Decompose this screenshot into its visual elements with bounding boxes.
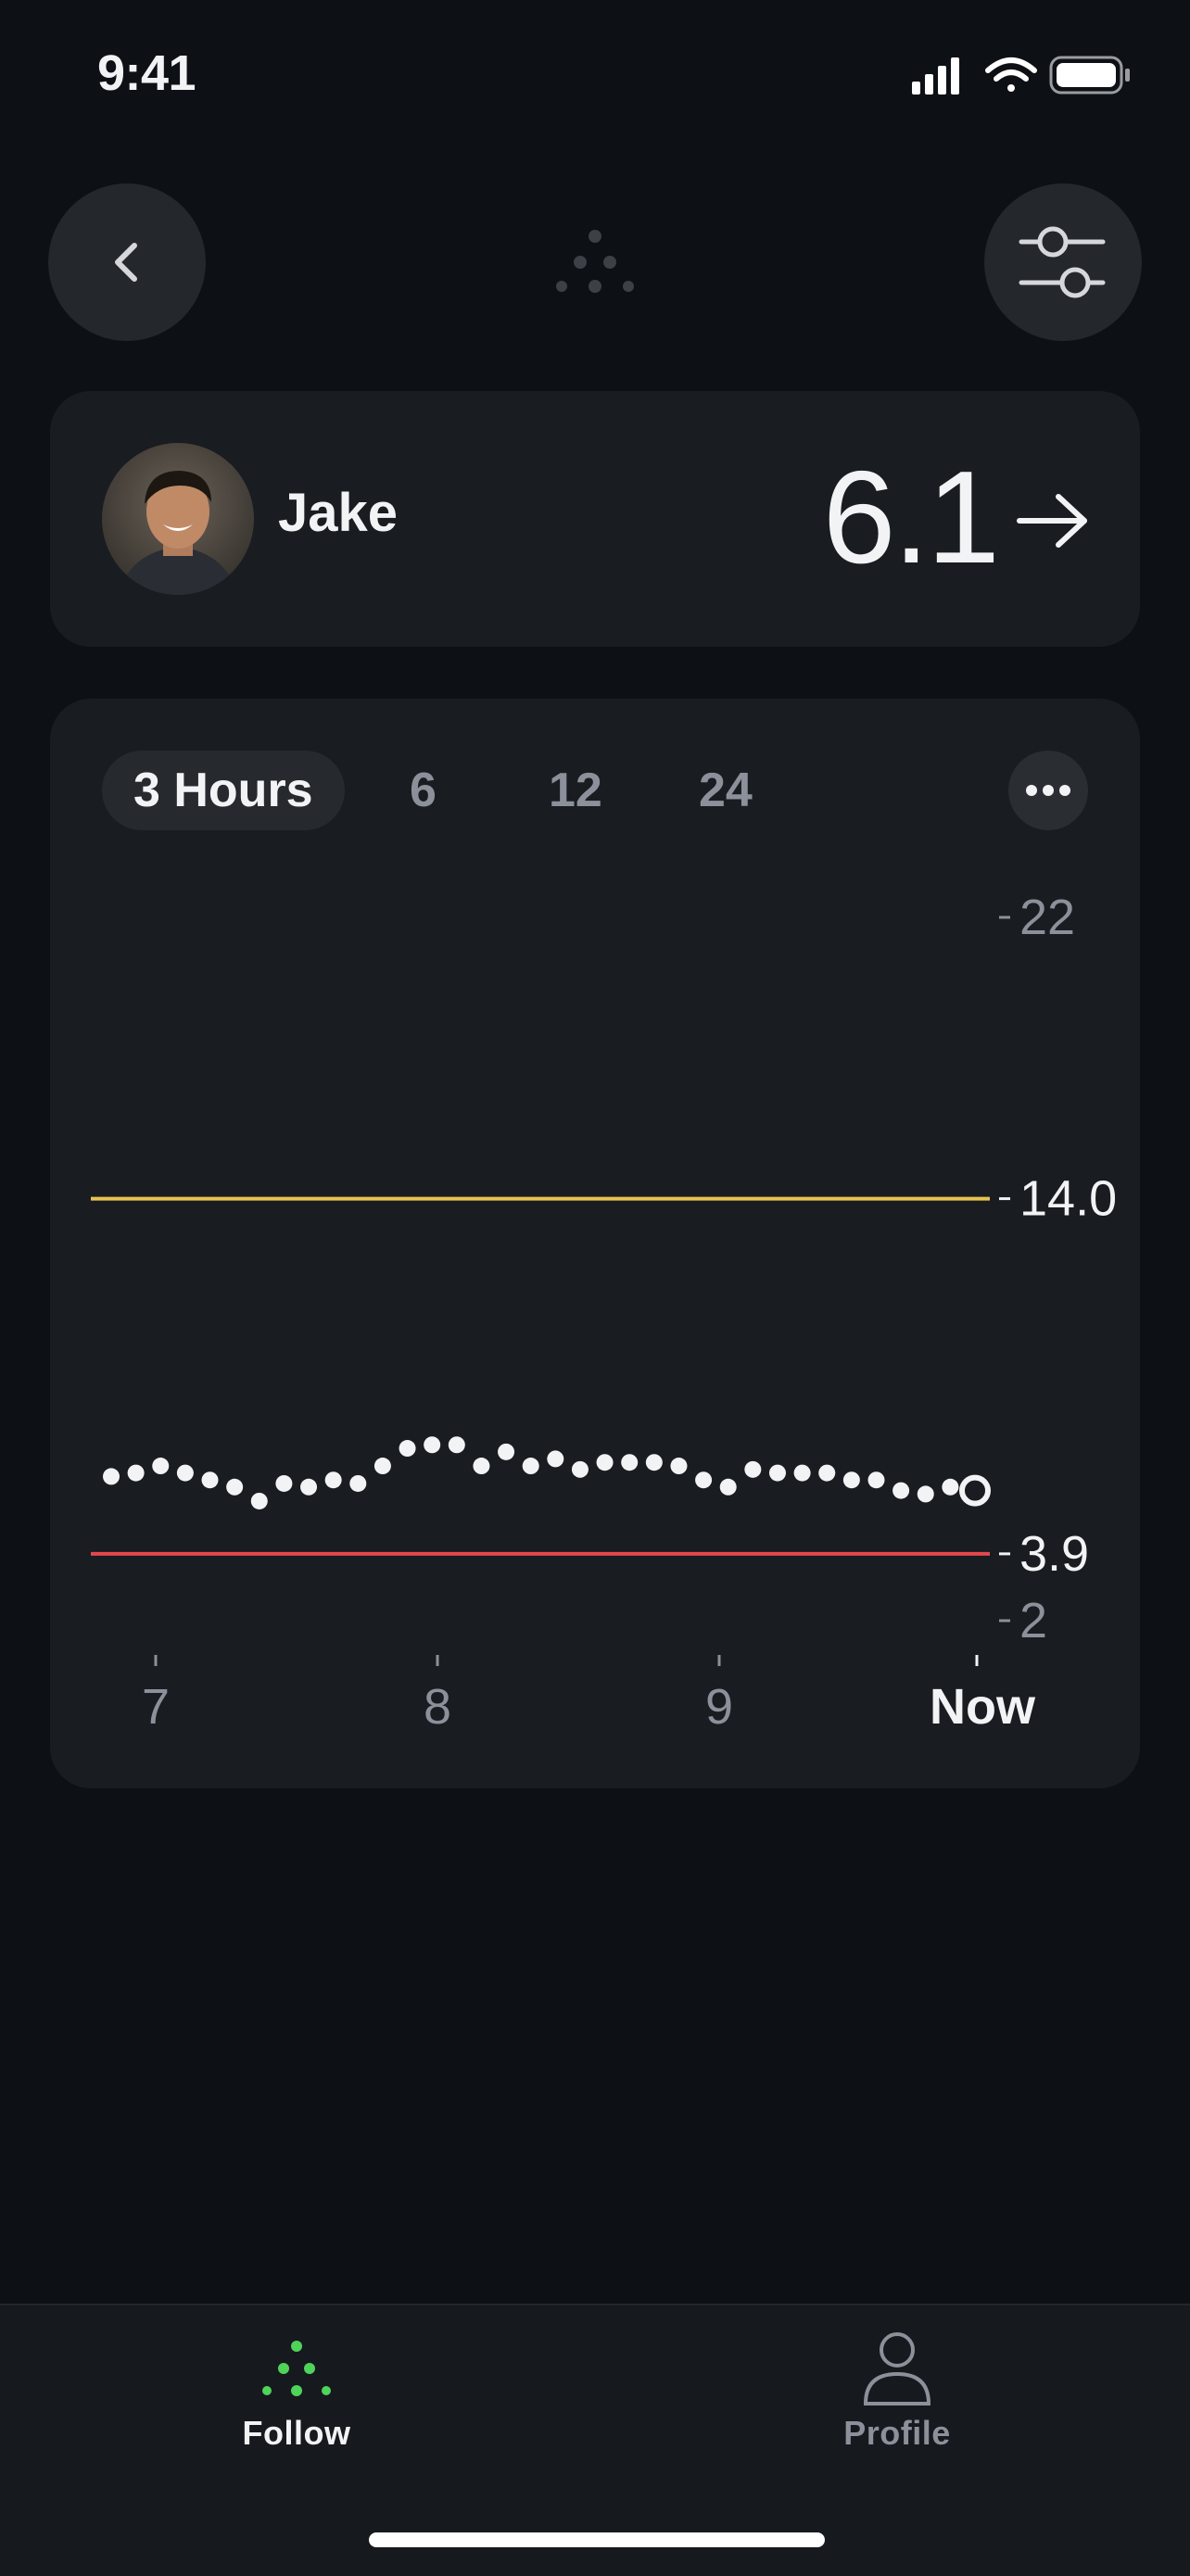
tab-profile[interactable]: Profile bbox=[758, 2331, 1036, 2453]
tab-profile-label: Profile bbox=[843, 2414, 951, 2452]
data-point bbox=[744, 1460, 762, 1478]
data-point bbox=[571, 1460, 589, 1478]
status-time: 9:41 bbox=[97, 45, 196, 101]
y-tick-label: 3.9 bbox=[1019, 1526, 1089, 1582]
x-tick-label: 7 bbox=[142, 1679, 170, 1735]
data-point bbox=[103, 1468, 120, 1485]
x-tick-label: Now bbox=[930, 1679, 1036, 1735]
data-point bbox=[201, 1471, 219, 1489]
battery-icon bbox=[1049, 56, 1130, 95]
dots-triangle-logo bbox=[556, 230, 634, 293]
data-point bbox=[818, 1464, 836, 1482]
sliders-icon bbox=[1019, 226, 1106, 298]
data-point bbox=[867, 1471, 885, 1489]
data-point bbox=[399, 1440, 416, 1458]
wifi-icon bbox=[985, 57, 1037, 92]
data-point bbox=[645, 1454, 663, 1471]
tab-follow[interactable]: Follow bbox=[158, 2339, 436, 2453]
person-icon bbox=[863, 2332, 931, 2406]
chevron-left-icon bbox=[115, 243, 137, 282]
data-point bbox=[596, 1454, 614, 1471]
data-point bbox=[275, 1474, 293, 1492]
user-card[interactable]: Jake 6.1 bbox=[50, 391, 1140, 647]
back-button[interactable] bbox=[48, 183, 206, 341]
arrow-right-icon bbox=[1017, 494, 1087, 548]
y-tick-label: 14.0 bbox=[1019, 1171, 1117, 1227]
x-tick-label: 9 bbox=[705, 1679, 733, 1735]
dots-triangle-icon bbox=[262, 2341, 331, 2396]
data-point bbox=[842, 1471, 860, 1489]
data-point bbox=[670, 1458, 688, 1475]
data-point bbox=[226, 1478, 244, 1496]
data-point bbox=[621, 1454, 639, 1471]
y-tick-label: 22 bbox=[1019, 890, 1075, 945]
more-options-button[interactable] bbox=[1008, 751, 1088, 830]
data-point bbox=[324, 1471, 342, 1489]
tab-12-hours[interactable]: 12 bbox=[549, 764, 602, 817]
glucose-chart: 22 14.0 3.9 2 7 8 9 Now bbox=[91, 890, 1117, 1735]
data-point bbox=[176, 1464, 194, 1482]
avatar bbox=[102, 443, 254, 595]
status-icons bbox=[912, 56, 1130, 95]
data-point bbox=[373, 1458, 391, 1475]
data-point bbox=[127, 1464, 145, 1482]
data-point bbox=[892, 1482, 910, 1499]
data-point bbox=[695, 1471, 713, 1489]
current-reading-point bbox=[959, 1474, 991, 1507]
data-point bbox=[768, 1464, 786, 1482]
data-point bbox=[547, 1450, 564, 1468]
data-point bbox=[250, 1492, 268, 1509]
data-point bbox=[498, 1443, 515, 1460]
tab-24-hours[interactable]: 24 bbox=[699, 764, 753, 817]
data-point bbox=[473, 1458, 490, 1475]
home-indicator bbox=[369, 2532, 825, 2547]
filter-button[interactable] bbox=[984, 183, 1142, 341]
tab-6-hours[interactable]: 6 bbox=[410, 764, 437, 817]
y-tick-label: 2 bbox=[1019, 1593, 1047, 1648]
glucose-reading: 6.1 bbox=[822, 444, 1000, 591]
tab-follow-label: Follow bbox=[242, 2414, 351, 2452]
data-point bbox=[793, 1464, 811, 1482]
data-point bbox=[152, 1458, 170, 1475]
data-point bbox=[942, 1478, 959, 1496]
ellipsis-icon bbox=[1026, 785, 1070, 796]
tab-bar: Follow Profile bbox=[0, 2304, 1190, 2576]
data-point bbox=[448, 1436, 465, 1454]
data-point bbox=[719, 1478, 737, 1496]
data-point bbox=[349, 1474, 367, 1492]
x-tick-label: 8 bbox=[424, 1679, 451, 1735]
data-point bbox=[424, 1436, 441, 1454]
user-name: Jake bbox=[278, 483, 399, 543]
signal-icon bbox=[912, 57, 959, 95]
data-point bbox=[917, 1485, 934, 1503]
data-point bbox=[300, 1478, 318, 1496]
chart-card: 3 Hours 6 12 24 22 14.0 3.9 2 7 8 9 Now bbox=[50, 699, 1140, 1788]
tab-3-hours[interactable]: 3 Hours bbox=[102, 751, 345, 830]
data-point bbox=[522, 1458, 539, 1475]
